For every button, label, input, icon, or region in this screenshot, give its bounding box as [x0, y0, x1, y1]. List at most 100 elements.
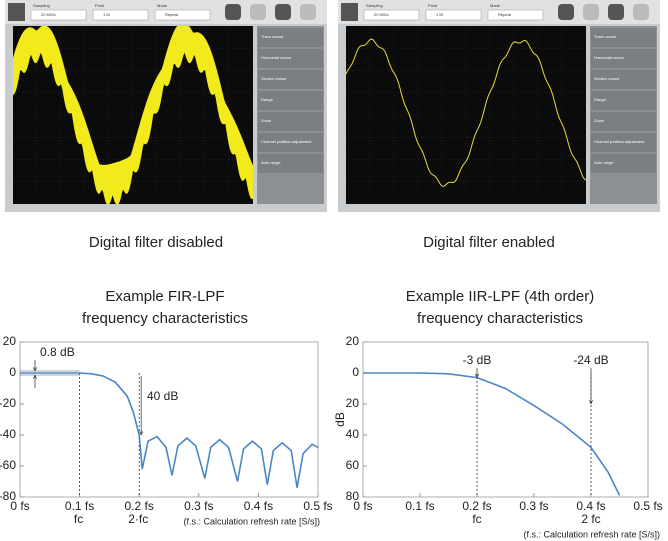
menu-label: Auto range — [594, 160, 614, 165]
annotation: fc — [74, 512, 83, 526]
line-series — [363, 372, 621, 496]
field-value: Repeat — [165, 12, 179, 17]
y-tick-label: -20 — [0, 396, 16, 410]
arrow-head — [33, 374, 37, 379]
tool-button — [275, 4, 291, 20]
tool-button — [558, 4, 574, 20]
menu-item — [591, 112, 656, 131]
menu-label: Section cursor — [594, 76, 620, 81]
tool-button — [250, 4, 266, 20]
y-tick-label: 20 — [346, 396, 360, 410]
filtered-waveform — [345, 38, 587, 187]
menu-label: Channel position adjustment — [594, 139, 645, 144]
annotation: 2 fc — [581, 512, 600, 526]
menu-item — [258, 49, 323, 68]
y-tick-label: 0 — [9, 365, 16, 379]
field-value: 1 M — [103, 12, 110, 17]
field-label: Mode — [490, 3, 501, 8]
menu-label: Range — [594, 97, 607, 102]
menu-item — [591, 154, 656, 173]
x-tick-label: 0.2 fs — [125, 499, 154, 513]
plot-frame — [19, 341, 319, 498]
noisy-waveform — [13, 26, 253, 204]
caption: Digital filter disabled — [89, 234, 223, 251]
field-label: Mode — [157, 3, 168, 8]
field-label: Point — [95, 3, 105, 8]
settings-button — [341, 3, 358, 21]
menu-label: Channel position adjustment — [261, 139, 312, 144]
x-tick-label: 0 fs — [353, 499, 372, 513]
x-tick-label: 0.5 fs — [303, 499, 332, 513]
menu-item — [258, 70, 323, 89]
menu-label: Horizontal cursor — [594, 55, 625, 60]
menu-item — [591, 28, 656, 47]
field — [487, 9, 544, 21]
chart-title: Example IIR-LPF (4th order) — [406, 288, 594, 305]
annotation: 40 dB — [147, 389, 178, 403]
caption: Digital filter enabled — [423, 234, 555, 251]
arrow-head — [589, 400, 593, 405]
tool-button — [608, 4, 624, 20]
chart-subtitle: frequency characteristics — [417, 310, 583, 327]
y-tick-label: 20 — [3, 334, 17, 348]
field-value: 1 M — [436, 12, 443, 17]
x-tick-label: 0.2 fs — [462, 499, 491, 513]
y-tick-label: -80 — [0, 489, 16, 503]
tool-button — [633, 4, 649, 20]
menu-item — [591, 49, 656, 68]
chart-title: Example FIR-LPF — [105, 288, 224, 305]
x-tick-label: 0.4 fs — [244, 499, 273, 513]
menu-item — [258, 28, 323, 47]
footnote: (f.s.: Calculation refresh rate [S/s]) — [183, 516, 320, 526]
menu-item — [591, 91, 656, 110]
line-series — [20, 372, 319, 488]
field — [425, 9, 482, 21]
field — [30, 9, 87, 21]
field-value: 20 MS/s — [374, 12, 389, 17]
menu-label: Section cursor — [261, 76, 287, 81]
x-tick-label: 0 fs — [10, 499, 29, 513]
tool-button — [583, 4, 599, 20]
menu-item — [591, 70, 656, 89]
field-value: Repeat — [498, 12, 512, 17]
menu-item — [258, 91, 323, 110]
field — [363, 9, 420, 21]
menu-item — [591, 133, 656, 152]
annotation: 0.8 dB — [40, 345, 75, 359]
x-tick-label: 0.4 fs — [576, 499, 605, 513]
y-tick-label: -60 — [0, 458, 16, 472]
chart-subtitle: frequency characteristics — [82, 310, 248, 327]
arrow-head — [139, 431, 144, 436]
annotation: -3 dB — [463, 353, 492, 367]
tool-button — [300, 4, 316, 20]
x-tick-label: 0.1 fs — [65, 499, 94, 513]
y-tick-label: 60 — [346, 458, 360, 472]
field-label: Point — [428, 3, 438, 8]
plot-frame — [362, 341, 649, 498]
annotation: -24 dB — [573, 353, 608, 367]
field — [154, 9, 211, 21]
y-tick-label: 80 — [346, 489, 360, 503]
y-tick-label: -40 — [0, 427, 16, 441]
annotation: fc — [472, 512, 481, 526]
field-label: Sampling — [366, 3, 383, 8]
y-tick-label: 40 — [346, 427, 360, 441]
arrow-head — [33, 367, 37, 372]
menu-label: Auto range — [261, 160, 281, 165]
x-tick-label: 0.5 fs — [633, 499, 662, 513]
menu-label: Trace cursor — [261, 34, 284, 39]
settings-button — [8, 3, 25, 21]
x-tick-label: 0.3 fs — [184, 499, 213, 513]
field-value: 20 MS/s — [41, 12, 56, 17]
y-tick-label: 0 — [352, 365, 359, 379]
menu-label: Horizontal cursor — [261, 55, 292, 60]
arrow-head — [475, 373, 479, 378]
field — [92, 9, 149, 21]
x-tick-label: 0.3 fs — [519, 499, 548, 513]
menu-label: Trace cursor — [594, 34, 617, 39]
field-label: Sampling — [33, 3, 50, 8]
menu-label: Range — [261, 97, 274, 102]
menu-item — [258, 154, 323, 173]
annotation: 2·fc — [128, 512, 148, 526]
